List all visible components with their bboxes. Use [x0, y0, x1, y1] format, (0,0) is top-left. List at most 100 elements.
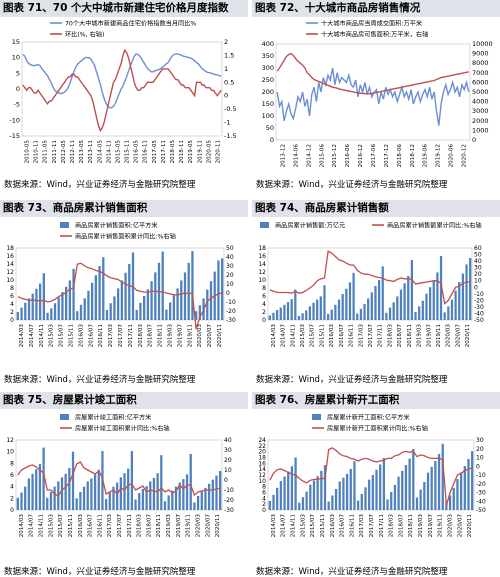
legend-label: 70个大中城市新建商品住宅价格指数当月同比% — [65, 20, 196, 28]
bar — [109, 303, 112, 320]
bar — [127, 468, 130, 510]
bar — [219, 470, 222, 510]
x-axis-tick-label: 2019/03 — [417, 324, 423, 348]
right-axis-tick-label: 20 — [476, 446, 484, 453]
yoy-line — [269, 447, 473, 506]
x-axis-tick-label: 2015/07 — [310, 514, 316, 538]
bar — [360, 493, 363, 510]
bar — [94, 275, 98, 320]
legend-swatch — [312, 414, 321, 420]
x-axis-tick-label: 2017-12 — [384, 144, 390, 167]
left-axis-tick-label: 18 — [258, 245, 266, 252]
right-axis-tick-label: -50 — [476, 507, 486, 514]
bar — [421, 300, 424, 320]
right-axis-tick-label: 30 — [224, 447, 232, 454]
legend-swatch — [60, 414, 69, 420]
plot-frame — [21, 41, 223, 137]
x-axis-tick-label: 2016/11 — [349, 324, 355, 348]
bar — [423, 482, 426, 510]
bar — [377, 280, 381, 320]
bar — [171, 490, 174, 510]
x-axis-tick-label: 2020/07 — [455, 324, 461, 348]
bar — [331, 495, 334, 510]
x-axis-tick-label: 2017/03 — [107, 514, 113, 538]
bar — [68, 280, 72, 320]
bar — [31, 293, 34, 320]
left-axis-tick-label: 10 — [258, 478, 266, 485]
x-axis-tick-label: 2018/03 — [138, 324, 144, 348]
left-axis-tick-label: 4 — [262, 495, 266, 502]
bar — [348, 282, 352, 320]
bar — [401, 470, 404, 510]
left-axis-tick-label: 200 — [262, 88, 274, 96]
bar — [79, 491, 82, 510]
left-axis-tick-label: 18 — [258, 455, 266, 462]
source-note: 数据来源：Wind，兴业证券经济与金融研究院整理 — [4, 375, 196, 385]
bar — [459, 472, 463, 510]
right-axis-tick-label: 10 — [476, 455, 484, 462]
x-axis-tick-label: 2016/03 — [329, 324, 335, 348]
bar — [35, 469, 38, 510]
bar — [286, 302, 290, 320]
bar — [275, 310, 279, 320]
right-axis-tick-label: -30 — [476, 490, 486, 497]
bar — [356, 313, 359, 320]
bar — [375, 469, 378, 510]
legend-label: 房屋累计竣工面积:亿平方米 — [75, 414, 151, 422]
legend-label: 房屋累计竣工面积累计同比:%右轴 — [75, 425, 170, 433]
bar — [105, 310, 109, 320]
x-axis-tick-label: 2016/07 — [340, 514, 346, 538]
bar — [316, 299, 319, 320]
x-axis-tick-label: 2019/07 — [176, 514, 182, 538]
legend-label: 房屋累计新开工面积累计同比:%右轴 — [327, 425, 428, 433]
bar — [342, 477, 345, 510]
left-axis-tick-label: 300 — [262, 64, 274, 72]
bar — [461, 273, 465, 320]
source-note: 数据来源：Wind，兴业证券经济与金融研究院整理 — [256, 375, 448, 385]
x-axis-tick-label: 2019/11 — [438, 514, 444, 538]
bar — [38, 463, 42, 510]
x-axis-tick-label: 2019-05 — [188, 140, 194, 164]
bar — [112, 486, 115, 510]
x-axis-tick-label: 2014-12 — [306, 144, 312, 167]
bar — [432, 280, 435, 320]
bar — [337, 299, 341, 320]
bar — [53, 303, 57, 320]
left-axis-tick-label: 2 — [262, 501, 266, 508]
right-axis-tick-label: -10 — [224, 487, 234, 494]
bar — [312, 302, 315, 320]
x-axis-tick-label: 2014/03 — [271, 514, 277, 538]
right-axis-tick-label: 20 — [474, 271, 482, 278]
x-axis-tick-label: 2014-05 — [97, 140, 103, 164]
yoy-line — [269, 250, 471, 305]
x-axis-tick-label: 2014/03 — [271, 324, 277, 348]
bar — [385, 312, 388, 320]
left-axis-tick-label: 8 — [262, 484, 266, 491]
bar — [87, 290, 90, 320]
left-axis-tick-label: 10 — [12, 54, 20, 62]
x-axis-tick-label: 2016/11 — [349, 514, 355, 538]
bar — [298, 502, 301, 510]
bar — [447, 306, 450, 320]
bar — [283, 476, 286, 510]
bar — [301, 497, 305, 510]
bar — [388, 307, 392, 320]
x-axis-tick-label: 2019/07 — [177, 324, 183, 348]
x-axis-tick-label: 2017/11 — [128, 324, 134, 348]
bar — [326, 314, 330, 320]
bar — [323, 285, 326, 320]
chart-74: 024681012141618-50-40-30-20-100102030405… — [258, 222, 484, 348]
right-axis-tick-label: 40 — [224, 437, 232, 444]
bar — [268, 315, 271, 320]
x-axis-tick-label: 2017/11 — [127, 514, 133, 538]
bar — [98, 266, 101, 320]
left-axis-tick-label: 0 — [262, 507, 266, 514]
x-axis-tick-label: 2010-05 — [25, 140, 31, 164]
bar — [204, 487, 207, 510]
right-axis-tick-label: -30 — [474, 304, 484, 311]
x-axis-tick-label: 2013-05 — [79, 140, 85, 164]
bar — [450, 299, 454, 320]
series-line — [276, 52, 469, 95]
bar — [334, 489, 338, 510]
left-axis-tick-label: 12 — [6, 269, 14, 276]
